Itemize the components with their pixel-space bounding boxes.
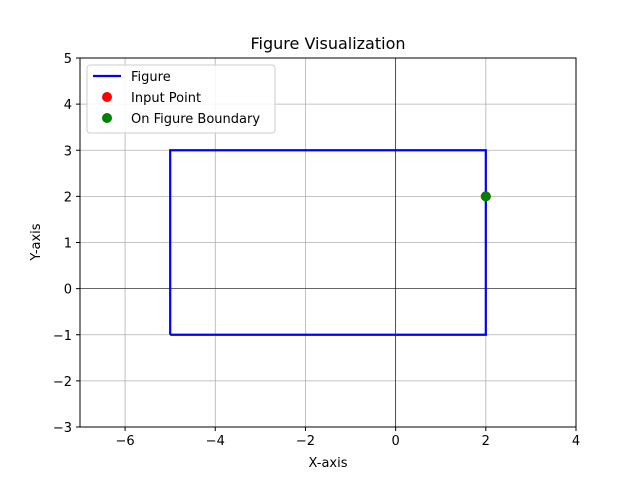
x-tick-label: −6: [116, 434, 135, 449]
y-axis-label: Y-axis: [29, 223, 44, 261]
x-tick-label: 4: [572, 434, 580, 449]
y-tick-label: 1: [64, 237, 72, 252]
y-tick-label: −2: [53, 375, 72, 390]
legend: Figure Input Point On Figure Boundary: [86, 64, 276, 134]
legend-box: [86, 64, 276, 134]
legend-swatch-input-point: [102, 92, 112, 102]
y-tick-label: 3: [64, 144, 72, 159]
x-axis-label: X-axis: [309, 456, 348, 471]
x-tick-label: 0: [391, 434, 399, 449]
x-tick-label: 2: [482, 434, 490, 449]
y-tick-label: −3: [53, 421, 72, 436]
chart-title: Figure Visualization: [251, 34, 406, 53]
x-tick-label: −4: [206, 434, 225, 449]
point-on-figure-boundary: [480, 191, 491, 202]
series-figure: [169, 149, 487, 336]
series-layer: [169, 149, 491, 336]
y-tick-label: 4: [64, 98, 72, 113]
y-tick-label: 5: [64, 52, 72, 67]
legend-label-on-figure-boundary: On Figure Boundary: [131, 112, 260, 127]
y-tick-label: 2: [64, 190, 72, 205]
y-tick-label: 0: [64, 283, 72, 298]
legend-items: Figure Input Point On Figure Boundary: [93, 70, 260, 127]
y-ticks: −3 −2 −1 0 1 2 3 4 5: [53, 52, 80, 436]
legend-label-input-point: Input Point: [131, 91, 201, 106]
legend-swatch-on-figure-boundary: [102, 113, 112, 123]
y-tick-label: −1: [53, 329, 72, 344]
legend-label-figure: Figure: [131, 70, 171, 85]
zero-lines: [80, 58, 576, 427]
x-ticks: −6 −4 −2 0 2 4: [116, 427, 580, 449]
x-tick-label: −2: [296, 434, 315, 449]
